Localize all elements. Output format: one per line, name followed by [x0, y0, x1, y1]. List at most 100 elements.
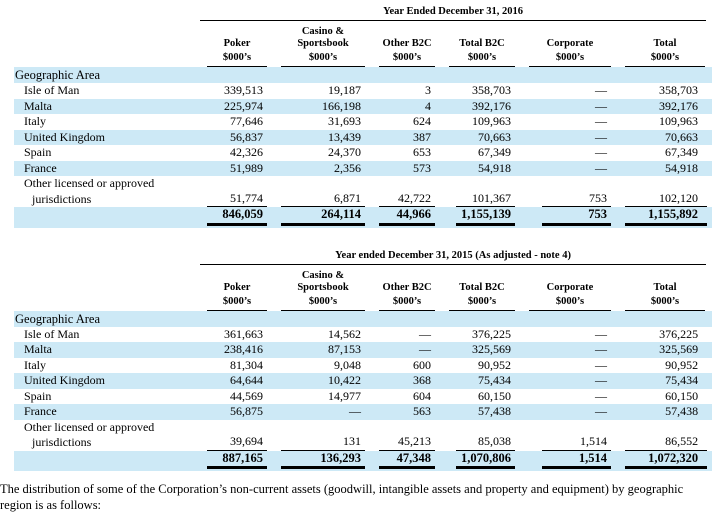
- cell-value-text: 131: [281, 434, 365, 451]
- cell-value: 4: [372, 99, 442, 115]
- total-cell-value-text: 44,966: [379, 207, 435, 226]
- total-cell-value-text: 887,165: [207, 451, 267, 469]
- cell-value-text: —: [595, 388, 607, 403]
- total-cell-value-text: 264,114: [281, 207, 365, 226]
- cell-value-text: —: [595, 342, 607, 356]
- cell-value-text: 3: [425, 83, 431, 97]
- cell-value-text: 45,213: [379, 434, 435, 451]
- section-header-cell: Geographic Area: [0, 311, 712, 327]
- column-header-label: Sportsbook: [297, 38, 349, 49]
- total-cell-value-text: 47,348: [379, 451, 435, 469]
- table-title-row: Year Ended December 31, 2016: [0, 5, 712, 21]
- cell-value: —: [522, 130, 618, 146]
- cell-value-text: 325,569: [659, 342, 699, 356]
- total-cell-value: 846,059: [200, 207, 274, 228]
- table-title-row: Year ended December 31, 2015 (As adjuste…: [0, 249, 712, 265]
- cell-value-text: 42,326: [230, 145, 263, 159]
- cell-value: 376,225: [618, 327, 712, 343]
- column-header-unit: $000’s: [555, 295, 585, 307]
- row-label-text: Isle of Man: [24, 326, 80, 341]
- cell-value-text: 376,225: [659, 326, 699, 341]
- row-label: Isle of Man: [0, 327, 200, 343]
- cell-value-text: 361,663: [224, 326, 263, 341]
- cell-value: 2,356: [274, 161, 372, 177]
- cell-value: 624: [372, 114, 442, 130]
- cell-value: 166,198: [274, 99, 372, 115]
- title-left-spacer: [0, 249, 200, 265]
- cell-value-text: —: [595, 98, 607, 113]
- row-label-text: jurisdictions: [32, 435, 92, 449]
- column-header-total-b2c: Total B2C $000’s: [449, 33, 515, 67]
- revenue-by-geography-table-2015: Year ended December 31, 2015 (As adjuste…: [0, 249, 712, 472]
- cell-value-text: 102,120: [625, 191, 708, 207]
- row-label: Italy: [0, 358, 200, 374]
- cell-value-text: 166,198: [322, 98, 361, 113]
- total-row: 846,059 264,114 44,966 1,155,139 753 1,155,89…: [0, 207, 712, 228]
- column-header-label: Casino &: [301, 269, 345, 281]
- column-header-unit: $000’s: [308, 52, 338, 63]
- cell-value: 39,694: [200, 420, 274, 451]
- column-header-cell: Total $000’s: [618, 21, 712, 67]
- cell-value: —: [274, 404, 372, 420]
- cell-value: 77,646: [200, 114, 274, 130]
- cell-value: 653: [372, 145, 442, 161]
- cell-value-text: 653: [413, 145, 431, 159]
- cell-value-text: 75,434: [478, 373, 511, 387]
- row-label: Malta: [0, 342, 200, 358]
- row-label: Spain: [0, 145, 200, 161]
- row-label: Other licensed or approved jurisdictions: [0, 420, 200, 451]
- cell-value: —: [522, 404, 618, 420]
- row-label-text: Malta: [24, 98, 52, 113]
- cell-value-text: 57,438: [665, 404, 699, 418]
- cell-value-text: —: [349, 404, 361, 418]
- cell-value-text: —: [595, 373, 607, 387]
- cell-value: 325,569: [442, 342, 522, 358]
- cell-value: 67,349: [618, 145, 712, 161]
- row-label: United Kingdom: [0, 373, 200, 389]
- column-header-cell: Poker $000’s: [200, 265, 274, 311]
- cell-value-text: 57,438: [478, 404, 511, 418]
- total-cell-value-text: 136,293: [281, 451, 365, 469]
- cell-value-text: —: [419, 326, 431, 341]
- total-row: 887,165 136,293 47,348 1,070,806 1,514 1,072,…: [0, 450, 712, 472]
- row-label: United Kingdom: [0, 130, 200, 146]
- cell-value: 57,438: [618, 404, 712, 420]
- cell-value: 3: [372, 83, 442, 99]
- table-title: Year Ended December 31, 2016: [200, 5, 707, 21]
- column-header-cell: Other B2C $000’s: [372, 21, 442, 67]
- cell-value: 67,349: [442, 145, 522, 161]
- total-cell-value-text: 753: [542, 207, 611, 226]
- cell-value-text: 19,187: [328, 83, 361, 97]
- table-row-france: France 56,875 — 563 57,438 — 57,438: [0, 404, 712, 420]
- cell-value-text: 563: [413, 404, 431, 418]
- cell-value: 325,569: [618, 342, 712, 358]
- section-header-row: Geographic Area: [0, 310, 712, 327]
- cell-value-text: 376,225: [472, 326, 511, 341]
- total-cell-value: 1,072,320: [618, 451, 712, 472]
- column-header-casino-sportsbook: Casino & Sportsbook $000’s: [281, 21, 365, 67]
- cell-value: 19,187: [274, 83, 372, 99]
- cell-value-text: 51,774: [207, 191, 267, 207]
- cell-value-text: 54,918: [665, 160, 699, 175]
- cell-value: —: [522, 114, 618, 130]
- cell-value-text: 392,176: [472, 98, 511, 113]
- cell-value-text: —: [595, 404, 607, 418]
- cell-value: 57,438: [442, 404, 522, 420]
- cell-value-text: 14,977: [328, 388, 361, 403]
- cell-value: 13,439: [274, 130, 372, 146]
- column-header-corporate: Corporate $000’s: [529, 33, 611, 67]
- row-label-text: Spain: [24, 388, 52, 403]
- total-cell-value-text: 1,072,320: [625, 451, 708, 469]
- column-header-cell: Corporate $000’s: [522, 265, 618, 311]
- cell-value: 42,326: [200, 145, 274, 161]
- cell-value-text: 86,552: [625, 434, 708, 451]
- cell-value-text: —: [595, 326, 607, 341]
- table-title: Year ended December 31, 2015 (As adjuste…: [200, 249, 707, 265]
- table-row-isle-of-man: Isle of Man 361,663 14,562 — 376,225 — 376,225: [0, 327, 712, 343]
- table-row-france: France 51,989 2,356 573 54,918 — 54,918: [0, 160, 712, 177]
- column-header-label: Other B2C: [382, 281, 432, 293]
- footer-paragraph: The distribution of some of the Corporat…: [0, 482, 684, 512]
- column-header-corporate: Corporate $000’s: [529, 277, 611, 311]
- row-label: Italy: [0, 114, 200, 130]
- cell-value-text: 90,952: [665, 357, 699, 372]
